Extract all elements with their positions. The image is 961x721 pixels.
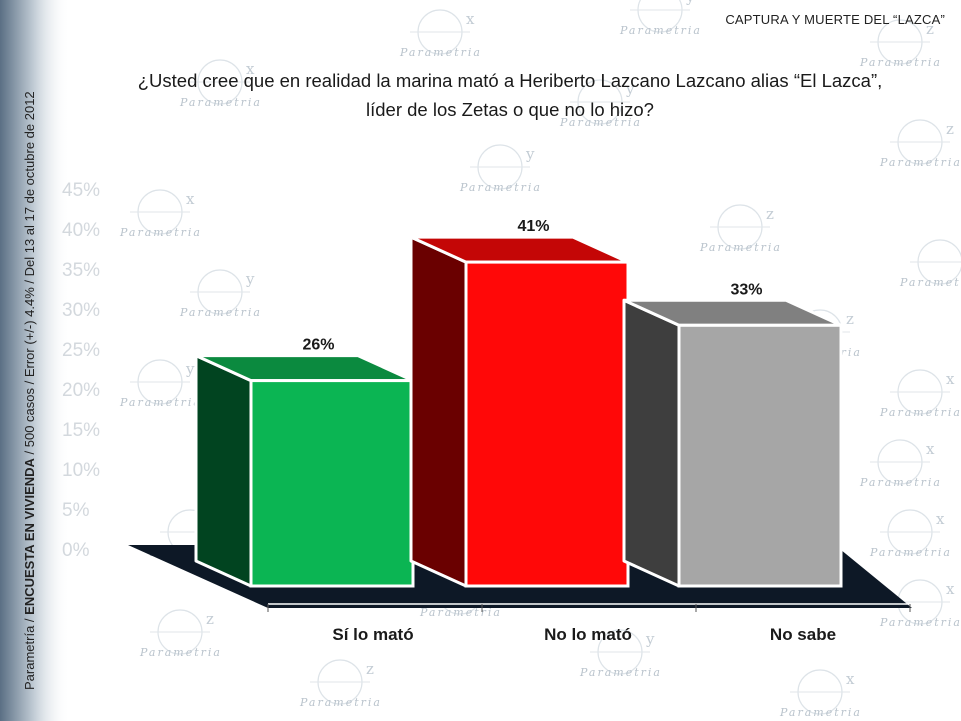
bar: 41% [409, 218, 630, 588]
watermark-glyph: z [946, 120, 954, 138]
watermark-brand: Parametria [859, 476, 942, 489]
watermark-brand: Parametria [399, 46, 482, 59]
watermark-brand: Parametria [899, 276, 961, 289]
watermark-scale-label: 30% [62, 300, 100, 321]
side-note-survey-type: ENCUESTA EN VIVIENDA [22, 458, 37, 615]
watermark-glyph: z [366, 660, 374, 678]
watermark-brand: Parametria [579, 666, 662, 679]
watermark-tile: x Parametria [879, 369, 961, 419]
watermark-scale-label: 25% [62, 340, 100, 361]
watermark-brand: Parametria [419, 606, 502, 619]
watermark-brand: Parametria [459, 181, 542, 194]
question-text: ¿Usted cree que en realidad la marina ma… [100, 66, 920, 124]
bar-front-face [249, 379, 415, 588]
watermark-brand: Parametria [559, 116, 642, 129]
watermark-brand: Parametria [869, 546, 952, 559]
watermark-glyph: x [246, 60, 255, 78]
watermark-glyph: x [946, 580, 955, 598]
watermark-tile: y Parametria [179, 269, 262, 319]
watermark-scale-label: 20% [62, 380, 100, 401]
watermark-scale-label: 0% [62, 540, 90, 561]
watermark-scale-label: 5% [62, 500, 90, 521]
bar: 33% [622, 281, 843, 588]
watermark-glyph: x [936, 510, 945, 528]
watermark-brand: Parametria [859, 56, 942, 69]
watermark-tile: y Parametria [559, 79, 642, 129]
bar-side-face [194, 354, 253, 588]
watermark-glyph: z [846, 310, 854, 328]
watermark-brand: Parametria [119, 226, 202, 239]
watermark-glyph: x [466, 10, 475, 28]
watermark-brand: Parametria [779, 706, 862, 719]
watermark-brand: Parametria [699, 241, 782, 254]
bar-value-label: 26% [302, 337, 334, 354]
watermark-glyph: y [185, 360, 195, 378]
watermark-glyph: x [186, 190, 195, 208]
watermark-brand: Parametria [619, 24, 702, 37]
bar-side-face [409, 235, 468, 588]
watermark-glyph: z [926, 20, 934, 38]
bar: 26% [194, 337, 415, 588]
watermark-tile: x Parametria [869, 509, 952, 559]
watermark-scale-label: 40% [62, 220, 100, 241]
watermark-tile: z Parametria [879, 119, 961, 169]
watermark-glyph: y [685, 0, 695, 6]
question-line-1: ¿Usted cree que en realidad la marina ma… [137, 70, 883, 91]
watermark-brand: Parametria [879, 616, 961, 629]
watermark-tile: x Parametria [859, 439, 942, 489]
watermark-brand: Parametria [119, 396, 202, 409]
watermark-scale-label: 45% [62, 180, 100, 201]
watermark-tile: y Parametria [459, 144, 542, 194]
watermark-glyph: x [846, 670, 855, 688]
watermark-glyph: y [245, 270, 255, 288]
watermark-glyph: y [625, 80, 635, 98]
watermark-brand: Parametria [139, 646, 222, 659]
side-note-prefix: Parametría / [22, 618, 37, 690]
watermark-glyph: y [645, 630, 655, 648]
bar-value-label: 41% [517, 218, 549, 235]
watermark-tile: x Parametria [179, 59, 262, 109]
watermark-brand: Parametria [299, 696, 382, 709]
left-decorative-strip [0, 0, 70, 721]
watermark-scale-label: 10% [62, 460, 100, 481]
header-title: CAPTURA Y MUERTE DEL “LAZCA” [725, 12, 945, 27]
category-label: No lo mató [544, 625, 632, 644]
bar-front-face [464, 260, 630, 588]
watermark-glyph: y [525, 145, 535, 163]
survey-methodology-note: Parametría / ENCUESTA EN VIVIENDA / 500 … [22, 91, 37, 690]
watermark-tile: z Parametria [859, 19, 942, 69]
watermark-tile: x Parametria [119, 189, 202, 239]
watermark-brand: Parametria [879, 406, 961, 419]
watermark-brand: Parametria [879, 156, 961, 169]
category-label: Sí lo mató [332, 625, 413, 644]
watermark-tile: y Parametria [119, 359, 202, 409]
watermark-tile: z Parametria [699, 204, 782, 254]
bar-front-face [677, 323, 843, 588]
watermark-tile: z Parametria [299, 659, 382, 709]
watermark-brand: Parametria [179, 306, 262, 319]
watermark-tile: y Parametria [579, 629, 662, 679]
watermark-glyph: z [206, 610, 214, 628]
watermark-tile: y Parametria [619, 0, 702, 37]
bar-value-label: 33% [730, 281, 762, 298]
side-note-details: / 500 casos / Error (+/-) 4.4% / Del 13 … [22, 91, 37, 455]
watermark-glyph: z [766, 205, 774, 223]
question-line-2: líder de los Zetas o que no lo hizo? [366, 99, 654, 120]
watermark-tile: x Parametria [399, 9, 482, 59]
watermark-glyph: x [946, 370, 955, 388]
watermark-brand: Parametria [179, 96, 262, 109]
watermark-tile: z Parametria [139, 609, 222, 659]
bar-side-face [622, 298, 681, 588]
watermark-scale-label: 15% [62, 420, 100, 441]
watermark-glyph: x [926, 440, 935, 458]
category-label: No sabe [770, 625, 836, 644]
watermark-tile: x Parametria [779, 669, 862, 719]
watermark-scale-label: 35% [62, 260, 100, 281]
